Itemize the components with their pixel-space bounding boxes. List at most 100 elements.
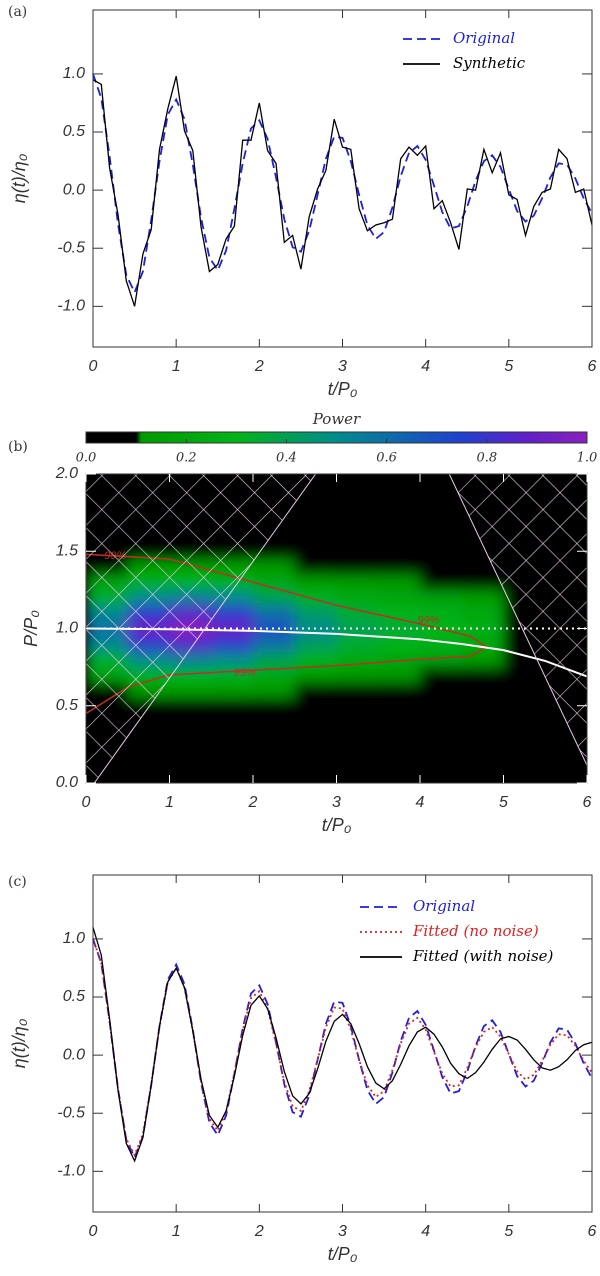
x-tick-label: 2 bbox=[248, 794, 258, 811]
y-tick-label: -0.5 bbox=[57, 239, 85, 256]
heat-cell bbox=[461, 682, 504, 699]
heat-cell bbox=[336, 698, 379, 714]
y-tick-label: -1.0 bbox=[57, 1163, 85, 1180]
x-tick-label: 4 bbox=[416, 794, 425, 811]
heat-cell bbox=[336, 667, 379, 684]
heat-cell bbox=[211, 620, 254, 637]
heat-cell bbox=[169, 667, 212, 684]
heat-cell bbox=[211, 651, 254, 668]
heat-cell bbox=[253, 589, 296, 606]
colorbar bbox=[85, 431, 588, 444]
y-tick-label: 0.5 bbox=[63, 123, 85, 140]
panel-label: (a) bbox=[8, 4, 27, 20]
heat-cell bbox=[378, 543, 421, 560]
heat-cell bbox=[253, 651, 296, 668]
heat-cell bbox=[420, 543, 463, 560]
x-tick-label: 1 bbox=[172, 1223, 181, 1240]
x-axis-label: t/P₀ bbox=[328, 379, 358, 399]
heat-cell bbox=[420, 558, 463, 575]
x-tick-label: 6 bbox=[583, 794, 592, 811]
y-axis-label: P/P₀ bbox=[21, 610, 41, 647]
heat-cell bbox=[420, 605, 463, 622]
heat-cell bbox=[294, 558, 337, 575]
heat-cell bbox=[420, 589, 463, 606]
heat-cell bbox=[461, 698, 504, 714]
y-tick-label: -0.5 bbox=[57, 1104, 85, 1121]
heat-cell bbox=[420, 651, 463, 668]
heat-cell bbox=[294, 667, 337, 684]
data-line bbox=[92, 927, 593, 1163]
x-tick-label: 2 bbox=[254, 358, 264, 375]
legend-label: Synthetic bbox=[453, 54, 526, 72]
y-tick-label: -1.0 bbox=[57, 298, 85, 315]
heat-cell bbox=[336, 574, 379, 591]
y-tick-label: 0.0 bbox=[56, 774, 78, 791]
x-tick-label: 3 bbox=[338, 1223, 347, 1240]
heat-cell bbox=[336, 558, 379, 575]
colorbar-tick-label: 0.6 bbox=[376, 451, 397, 466]
heat-cell bbox=[420, 667, 463, 684]
heat-cell bbox=[378, 667, 421, 684]
heat-cell bbox=[461, 589, 504, 606]
heat-cell bbox=[253, 558, 296, 575]
colorbar-tick-label: 0.8 bbox=[476, 451, 497, 466]
colorbar-tick-label: 0.4 bbox=[276, 451, 297, 466]
heat-cell bbox=[294, 574, 337, 591]
heat-cell bbox=[211, 636, 254, 653]
colorbar-tick-label: 0.2 bbox=[176, 451, 197, 466]
x-tick-label: 5 bbox=[499, 794, 508, 811]
x-tick-label: 4 bbox=[421, 358, 430, 375]
y-tick-label: 0.5 bbox=[56, 697, 78, 714]
heat-cell bbox=[378, 558, 421, 575]
heat-cell bbox=[336, 605, 379, 622]
heat-cell bbox=[253, 636, 296, 653]
plot-area: 99%99%99% bbox=[86, 474, 587, 783]
heat-cell bbox=[253, 698, 296, 714]
y-axis-label: η(t)/η₀ bbox=[9, 1018, 29, 1068]
x-tick-label: 0 bbox=[82, 794, 91, 811]
heat-cell bbox=[461, 667, 504, 684]
data-line bbox=[92, 73, 593, 295]
heat-cell bbox=[461, 651, 504, 668]
legend-label: Original bbox=[453, 29, 515, 47]
heat-cell bbox=[336, 589, 379, 606]
heat-cell bbox=[461, 574, 504, 591]
contour-label: 99% bbox=[417, 615, 439, 627]
heat-cell bbox=[378, 651, 421, 668]
heat-cell bbox=[253, 667, 296, 684]
heat-cell bbox=[294, 698, 337, 714]
heat-cell bbox=[294, 605, 337, 622]
colorbar-tick-label: 0.0 bbox=[76, 451, 97, 466]
cone-of-influence bbox=[86, 474, 316, 783]
legend-label: Original bbox=[413, 897, 475, 915]
y-tick-label: 0.0 bbox=[63, 1046, 85, 1063]
x-tick-label: 1 bbox=[165, 794, 174, 811]
heat-cell bbox=[253, 620, 296, 637]
x-axis-label: t/P₀ bbox=[322, 815, 352, 835]
x-tick-label: 5 bbox=[504, 358, 513, 375]
colorbar-title: Power bbox=[312, 410, 361, 428]
heat-cell bbox=[211, 698, 254, 714]
heat-cell bbox=[503, 682, 546, 699]
x-tick-label: 3 bbox=[338, 358, 347, 375]
heat-cell bbox=[378, 698, 421, 714]
heat-cell bbox=[253, 605, 296, 622]
heat-cell bbox=[420, 682, 463, 699]
contour-label: 99% bbox=[234, 667, 256, 679]
heat-cell bbox=[253, 574, 296, 591]
y-tick-label: 1.0 bbox=[63, 65, 85, 82]
heat-cell bbox=[294, 651, 337, 668]
heat-cell bbox=[294, 682, 337, 699]
y-tick-label: 2.0 bbox=[55, 465, 78, 482]
heat-cell bbox=[253, 682, 296, 699]
heat-cell bbox=[420, 574, 463, 591]
y-tick-label: 0.5 bbox=[63, 988, 85, 1005]
data-line bbox=[92, 938, 593, 1158]
x-tick-label: 6 bbox=[588, 1223, 597, 1240]
heat-cell bbox=[336, 682, 379, 699]
heat-cell bbox=[294, 543, 337, 560]
legend-label: Fitted (with noise) bbox=[412, 947, 554, 965]
data-line bbox=[92, 76, 593, 307]
